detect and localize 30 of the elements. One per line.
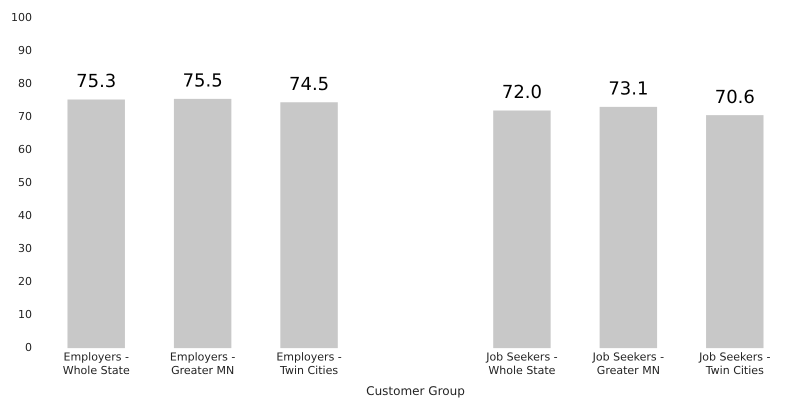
- bar: [280, 102, 338, 348]
- y-tick-label: 80: [18, 76, 32, 90]
- data-label: 75.3: [76, 71, 116, 92]
- y-tick-label: 50: [18, 176, 32, 189]
- data-label: 74.5: [289, 74, 330, 95]
- y-tick-label: 100: [10, 10, 32, 24]
- bar: [493, 110, 551, 348]
- x-tick-label: Employers - Whole State: [62, 350, 130, 377]
- x-tick-label: Employers - Greater MN: [170, 350, 236, 377]
- y-tick-label: 40: [18, 208, 32, 222]
- bar: [600, 106, 658, 348]
- bar: [174, 98, 232, 348]
- y-tick-label: 0: [24, 341, 32, 354]
- data-label: 75.5: [182, 70, 223, 92]
- x-tick-label: Employers - Twin Cities: [276, 350, 342, 377]
- y-tick-label: 90: [18, 44, 32, 57]
- data-label: 72.0: [502, 82, 542, 104]
- x-tick-label: Job Seekers - Twin Cities: [698, 350, 771, 377]
- y-tick-label: 60: [18, 142, 32, 156]
- bar: [706, 115, 764, 348]
- y-tick-label: 30: [18, 242, 32, 255]
- data-label: 70.6: [714, 86, 755, 108]
- x-axis-title: Customer Group: [366, 384, 465, 398]
- x-tick-label: Job Seekers - Greater MN: [592, 350, 664, 377]
- data-label: 73.1: [608, 78, 648, 100]
- y-tick-label: 70: [18, 110, 32, 123]
- x-tick-label: Job Seekers - Whole State: [485, 350, 558, 377]
- y-tick-label: 10: [18, 308, 32, 322]
- bar: [67, 100, 125, 348]
- y-tick-label: 20: [18, 275, 32, 288]
